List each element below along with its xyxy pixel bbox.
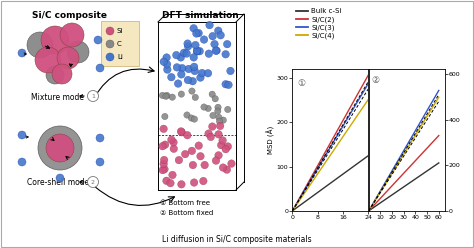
Circle shape bbox=[183, 50, 191, 57]
FancyBboxPatch shape bbox=[101, 21, 139, 65]
Circle shape bbox=[184, 40, 191, 47]
Circle shape bbox=[167, 73, 175, 81]
Circle shape bbox=[227, 67, 234, 75]
Circle shape bbox=[182, 150, 189, 158]
Circle shape bbox=[201, 104, 207, 110]
Circle shape bbox=[213, 47, 220, 54]
Circle shape bbox=[94, 36, 102, 44]
Circle shape bbox=[217, 31, 225, 39]
Circle shape bbox=[178, 64, 186, 72]
Text: C: C bbox=[117, 41, 122, 47]
Circle shape bbox=[216, 118, 223, 124]
Circle shape bbox=[164, 92, 170, 99]
Circle shape bbox=[106, 53, 114, 61]
Circle shape bbox=[18, 158, 26, 166]
Circle shape bbox=[212, 47, 219, 55]
Circle shape bbox=[57, 47, 79, 69]
Circle shape bbox=[224, 143, 232, 150]
Circle shape bbox=[223, 166, 231, 173]
Circle shape bbox=[163, 61, 171, 68]
Circle shape bbox=[216, 114, 222, 121]
Circle shape bbox=[218, 141, 225, 149]
Circle shape bbox=[190, 25, 198, 32]
Circle shape bbox=[209, 91, 215, 97]
Circle shape bbox=[163, 93, 169, 99]
Circle shape bbox=[161, 141, 169, 149]
Circle shape bbox=[174, 80, 182, 87]
Circle shape bbox=[210, 112, 216, 119]
Circle shape bbox=[96, 64, 104, 72]
Circle shape bbox=[222, 51, 229, 58]
Circle shape bbox=[185, 65, 192, 73]
Circle shape bbox=[198, 69, 206, 77]
Circle shape bbox=[175, 156, 182, 164]
Circle shape bbox=[209, 32, 217, 40]
Circle shape bbox=[163, 54, 171, 61]
Text: Li diffusion in Si/C composite materials: Li diffusion in Si/C composite materials bbox=[162, 235, 312, 244]
Circle shape bbox=[178, 128, 185, 136]
Circle shape bbox=[159, 142, 166, 150]
Circle shape bbox=[178, 91, 184, 97]
Circle shape bbox=[167, 179, 174, 187]
Circle shape bbox=[190, 54, 198, 61]
Circle shape bbox=[205, 105, 211, 112]
Circle shape bbox=[169, 171, 176, 179]
Circle shape bbox=[191, 63, 198, 71]
Circle shape bbox=[56, 174, 64, 182]
Circle shape bbox=[201, 161, 209, 169]
Circle shape bbox=[215, 104, 221, 111]
Circle shape bbox=[223, 40, 231, 48]
Circle shape bbox=[161, 165, 168, 173]
Circle shape bbox=[205, 130, 212, 137]
Circle shape bbox=[216, 122, 224, 130]
Text: DFT simulation: DFT simulation bbox=[162, 11, 238, 20]
Circle shape bbox=[212, 95, 219, 102]
Circle shape bbox=[169, 94, 175, 100]
Circle shape bbox=[160, 125, 167, 133]
Text: Si: Si bbox=[117, 28, 123, 34]
Text: ②: ② bbox=[371, 76, 379, 85]
Circle shape bbox=[67, 41, 89, 63]
Text: ② Bottom fixed: ② Bottom fixed bbox=[160, 210, 213, 216]
Circle shape bbox=[96, 158, 104, 166]
Text: Core-shell mode: Core-shell mode bbox=[27, 178, 89, 187]
Circle shape bbox=[209, 123, 216, 130]
Circle shape bbox=[228, 160, 235, 167]
Circle shape bbox=[225, 106, 231, 113]
Circle shape bbox=[177, 128, 185, 135]
Circle shape bbox=[189, 161, 197, 169]
Circle shape bbox=[220, 117, 227, 123]
Circle shape bbox=[191, 116, 198, 122]
Circle shape bbox=[46, 134, 74, 162]
Circle shape bbox=[207, 133, 215, 141]
Circle shape bbox=[200, 177, 207, 185]
Circle shape bbox=[184, 42, 192, 50]
Circle shape bbox=[60, 23, 84, 47]
Circle shape bbox=[162, 113, 168, 120]
Circle shape bbox=[225, 81, 232, 89]
Circle shape bbox=[215, 108, 221, 114]
Circle shape bbox=[212, 157, 220, 164]
Circle shape bbox=[18, 49, 26, 57]
Circle shape bbox=[170, 138, 177, 146]
Circle shape bbox=[178, 181, 185, 188]
Circle shape bbox=[106, 40, 114, 48]
Circle shape bbox=[191, 67, 199, 75]
Circle shape bbox=[184, 112, 190, 118]
Circle shape bbox=[211, 40, 219, 48]
Circle shape bbox=[168, 136, 175, 144]
Circle shape bbox=[52, 64, 72, 84]
Circle shape bbox=[190, 179, 198, 186]
Circle shape bbox=[88, 177, 99, 187]
Circle shape bbox=[204, 69, 212, 77]
Circle shape bbox=[173, 51, 180, 59]
Circle shape bbox=[159, 92, 166, 99]
Circle shape bbox=[27, 32, 53, 58]
Circle shape bbox=[88, 91, 99, 101]
Circle shape bbox=[177, 54, 184, 61]
Circle shape bbox=[180, 49, 188, 57]
Text: Li: Li bbox=[117, 54, 123, 60]
Y-axis label: MSD (Å): MSD (Å) bbox=[267, 126, 275, 154]
Circle shape bbox=[215, 152, 222, 159]
